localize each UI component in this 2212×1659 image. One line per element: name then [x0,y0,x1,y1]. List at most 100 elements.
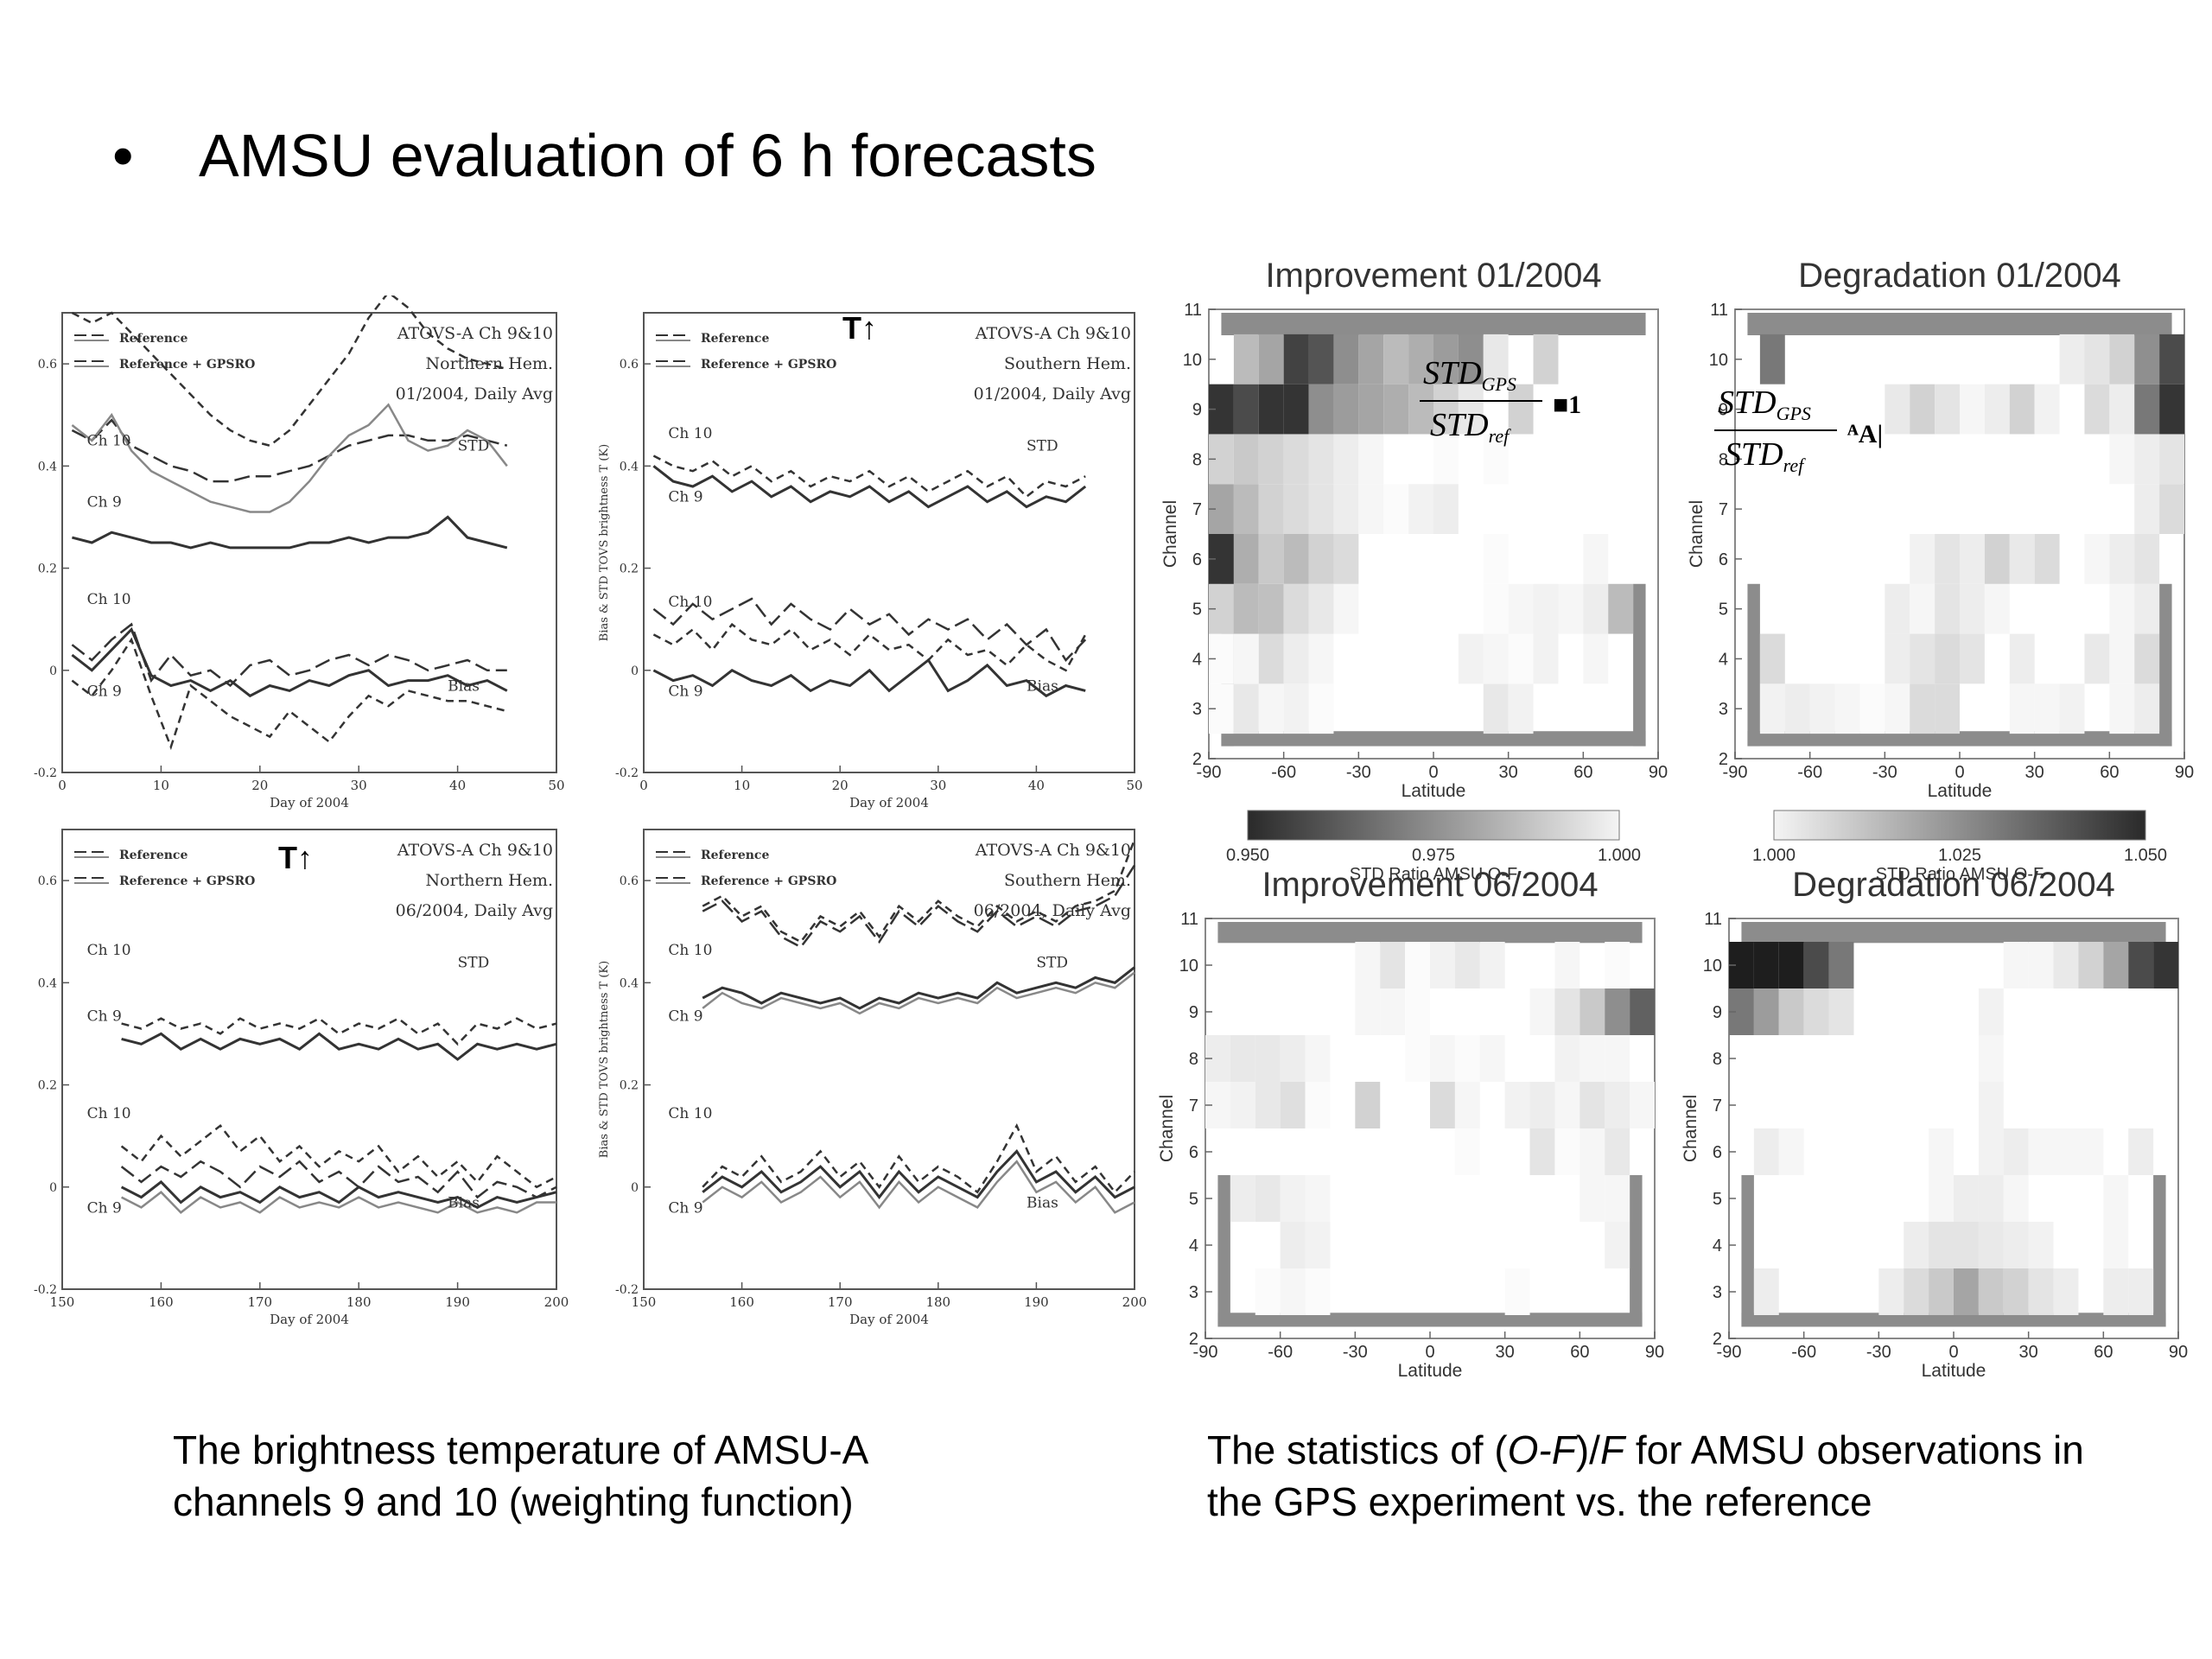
heatmap-cell [2034,384,2060,435]
heatmap-cell [1935,633,1960,684]
heatmap-cell [1333,334,1359,385]
curve-label: Ch 10 [668,594,712,611]
heatmap-cell [1778,942,1804,988]
curve-label: STD [1027,438,1058,455]
legend-label: Reference [119,332,188,346]
y-tick-label: 0 [49,664,57,678]
border-band [1217,922,1643,944]
y-tick-label: 0 [631,664,639,678]
series-line-1 [652,465,1087,509]
colorbar-label: STD Ratio AMSU O-F [1350,865,1517,884]
caption-f: F [1599,1427,1625,1472]
heatmap-cell [1358,434,1384,485]
heatmap-cell [1978,1128,2004,1175]
y-tick-label: 4 [1192,650,1202,669]
heatmap-cell [2009,683,2035,734]
x-tick-label: -90 [1717,1343,1742,1362]
y-tick-label: 10 [1709,351,1728,370]
heatmap-cell [2059,334,2085,385]
x-axis-label: Day of 2004 [849,1312,929,1327]
curve-label: Ch 9 [668,683,702,700]
heatmap-cell [1283,484,1309,534]
curve-label: Bias [1027,1194,1058,1211]
y-tick-label: 8 [1189,1050,1198,1069]
heatmap-cell [1533,334,1559,385]
y-tick-label: 0.4 [620,460,639,474]
heatmap-cell [1978,1175,2004,1222]
heatmap-cell [1580,1035,1605,1082]
heatmap-cell [1479,1035,1505,1082]
series-line-4 [702,1122,1135,1194]
x-axis-label: Latitude [1928,781,1993,801]
heatmap-cell [1910,683,1936,734]
heatmap-cell [1355,988,1381,1035]
heatmap-cell [1834,683,1860,734]
heatmap-cell [1910,583,1936,634]
heatmap-cell [2109,334,2135,385]
heatmap-cell [2103,1222,2129,1268]
heatmap-cell [2034,683,2060,734]
heatmap-cell [1558,583,1584,634]
x-tick-label: 170 [247,1294,272,1310]
heatmap-cell [1258,434,1284,485]
x-tick-label: 30 [1499,763,1518,782]
series-line-5 [71,637,508,751]
heatmap-cell [2059,683,2085,734]
heatmap-cell [2053,942,2079,988]
heatmap-cell [1358,484,1384,534]
heatmap-cell [1283,334,1309,385]
chart-info-line: Southern Hem. [1004,871,1131,890]
heatmap-cell [1580,1128,1605,1175]
x-tick-label: 50 [1126,778,1142,793]
border-band [1747,313,2172,335]
heatmap-cell [1508,633,1534,684]
colorbar [1247,810,1620,841]
heatmap-cell [1258,583,1284,634]
left-caption: The brightness temperature of AMSU-A cha… [173,1424,868,1528]
heatmap-cell [2159,434,2184,485]
border-band [1747,731,2172,747]
x-tick-label: -30 [1872,763,1897,782]
series-line-3 [72,515,508,550]
heatmap-cell [1233,534,1259,584]
x-axis-label: Latitude [1402,781,1466,801]
heatmap-cell [1508,384,1534,435]
heatmap-cell [1904,1222,1929,1268]
curve-label: Ch 9 [87,1008,122,1026]
heatmap-cell [1454,1082,1480,1128]
x-tick-label: 200 [544,1294,569,1310]
y-tick-label: 6 [1713,1143,1722,1162]
y-tick-label: 0 [631,1181,639,1195]
y-axis-label: Bias & STD TOVS brightness T (K) [598,961,611,1158]
heatmap-cell [1283,434,1309,485]
heatmap-cell [1954,1175,1979,1222]
heatmap-cell [2159,384,2184,435]
heatmap-cell [2153,942,2178,988]
x-tick-label: 60 [2100,763,2119,782]
heatmap-cell [1458,334,1484,385]
heatmap-cell [1885,633,1910,684]
heatmap-cell [2109,683,2135,734]
heatmap-cell [1458,633,1484,684]
heatmap-cell [1533,633,1559,684]
heatmap-cell [1885,683,1910,734]
heatmap-cell [2134,683,2160,734]
y-tick-label: 6 [1192,550,1202,569]
y-tick-label: 3 [1719,700,1728,719]
heatmap-cell [1405,1035,1430,1082]
chart-info-line: Southern Hem. [1004,354,1131,373]
heatmap-cell [1333,434,1359,485]
heatmap-cell [1405,988,1430,1035]
y-tick-label: 8 [1192,450,1202,469]
x-tick-label: -90 [1723,763,1748,782]
heatmap-cell [1358,384,1384,435]
heatmap-cell [1960,384,1985,435]
border-band [1747,583,1760,747]
heatmap-cell [2128,1128,2154,1175]
heatmap-cell [2084,633,2110,684]
series-line-2 [120,1124,557,1189]
heatmap-cell [1305,1222,1331,1268]
x-tick-label: 0 [1948,1343,1958,1362]
colorbar-tick-label: 1.050 [2124,846,2167,865]
border-band [1741,922,2166,944]
